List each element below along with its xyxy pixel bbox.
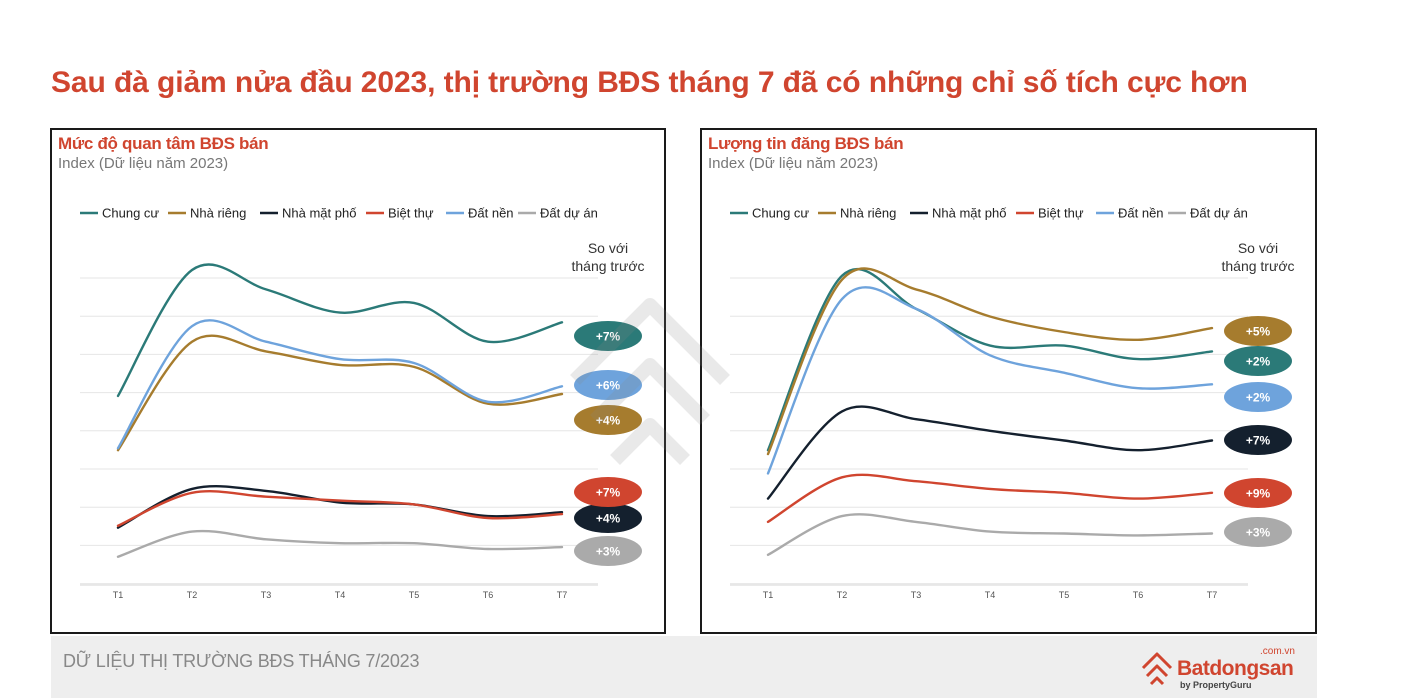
series-line-nha-rieng	[766, 267, 1214, 456]
gridlines	[80, 277, 598, 585]
chart-listings-svg: T1 T2 T3 T4 T5 T6 T7 Chung cư Nhà riêng Nhà mặt p…	[730, 206, 1295, 600]
x-tick-label: T1	[113, 590, 124, 600]
change-label-nha-rieng: +5%	[1246, 325, 1271, 339]
comparison-label: tháng trước	[1221, 258, 1294, 274]
change-badge-nha-mat-pho	[574, 503, 642, 533]
series-line-biet-thu	[116, 490, 564, 527]
x-tick-label: T4	[335, 590, 346, 600]
change-badge-nha-rieng	[574, 405, 642, 435]
x-tick-label: T1	[763, 590, 774, 600]
change-label-chung-cu: +2%	[1246, 355, 1271, 369]
legend-label-dat-nen: Đất nền	[1118, 206, 1164, 221]
chart-title: Mức độ quan tâm BĐS bán	[58, 134, 269, 153]
footer-text: DỮ LIỆU THỊ TRƯỜNG BĐS THÁNG 7/2023	[63, 651, 420, 671]
x-tick-label: T5	[1059, 590, 1070, 600]
legend-label-chung-cu: Chung cư	[102, 206, 159, 221]
x-tick-label: T6	[483, 590, 494, 600]
series-line-dat-du-an	[116, 529, 564, 558]
logo-domain: .com.vn	[1259, 646, 1295, 657]
change-badge-chung-cu	[1224, 346, 1292, 376]
series-line-dat-nen	[116, 319, 564, 450]
series-line-nha-mat-pho	[766, 405, 1214, 500]
x-tick-label: T7	[557, 590, 568, 600]
change-label-chung-cu: +7%	[596, 330, 621, 344]
change-label-nha-mat-pho: +7%	[1246, 434, 1271, 448]
page-title: Sau đà giảm nửa đầu 2023, thị trường BĐS…	[51, 66, 1248, 99]
x-tick-label: T6	[1133, 590, 1144, 600]
series-line-chung-cu	[116, 263, 564, 398]
comparison-label: So với	[588, 240, 628, 256]
change-badge-dat-nen	[1224, 382, 1292, 412]
legend-label-biet-thu: Biệt thự	[388, 206, 434, 221]
legend-label-chung-cu: Chung cư	[752, 206, 809, 221]
change-label-nha-rieng: +4%	[596, 414, 621, 428]
legend-label-nha-mat-pho: Nhà mặt phố	[932, 206, 1006, 221]
x-tick-label: T3	[261, 590, 272, 600]
legend-label-nha-rieng: Nhà riêng	[190, 206, 246, 221]
legend-label-dat-du-an: Đất dự án	[1190, 206, 1248, 221]
chart-subtitle: Index (Dữ liệu năm 2023)	[708, 155, 879, 172]
x-tick-label: T3	[911, 590, 922, 600]
x-tick-label: T5	[409, 590, 420, 600]
chart-panel-listings: Lượng tin đăng BĐS bán Index (Dữ liệu nă…	[700, 128, 1317, 634]
x-tick-label: T4	[985, 590, 996, 600]
change-label-biet-thu: +9%	[1246, 487, 1271, 501]
change-badge-biet-thu	[574, 477, 642, 507]
change-label-dat-du-an: +3%	[596, 545, 621, 559]
legend-label-biet-thu: Biệt thự	[1038, 206, 1084, 221]
change-badge-nha-rieng	[1224, 316, 1292, 346]
logo-name: Batdongsan	[1177, 657, 1294, 680]
legend-label-nha-mat-pho: Nhà mặt phố	[282, 206, 356, 221]
chart-panel-interest: Mức độ quan tâm BĐS bán Index (Dữ liệu n…	[50, 128, 666, 634]
change-badge-dat-du-an	[1224, 517, 1292, 547]
change-badge-biet-thu	[1224, 478, 1292, 508]
x-tick-label: T2	[187, 590, 198, 600]
watermark-logo-icon	[570, 298, 730, 465]
series-line-dat-du-an	[766, 513, 1214, 557]
change-badge-chung-cu	[574, 321, 642, 351]
series-line-biet-thu	[766, 473, 1214, 524]
chart-interest-svg: T1 T2 T3 T4 T5 T6 T7 Chung cư Nhà riêng Nhà mặt p…	[80, 206, 645, 600]
change-badge-dat-nen	[574, 370, 642, 400]
logo-by: by PropertyGuru	[1180, 680, 1252, 690]
brand-logo: .com.vn Batdongsan by PropertyGuru	[1139, 644, 1299, 690]
chart-subtitle: Index (Dữ liệu năm 2023)	[58, 155, 229, 172]
comparison-label: So với	[1238, 240, 1278, 256]
legend-label-dat-nen: Đất nền	[468, 206, 514, 221]
change-label-biet-thu: +7%	[596, 486, 621, 500]
logo-house-icon	[1141, 652, 1173, 686]
series-line-dat-nen	[766, 286, 1214, 475]
change-label-nha-mat-pho: +4%	[596, 512, 621, 526]
change-label-dat-nen: +2%	[1246, 391, 1271, 405]
change-label-dat-du-an: +3%	[1246, 526, 1271, 540]
x-tick-label: T2	[837, 590, 848, 600]
series-line-chung-cu	[766, 267, 1214, 452]
change-badge-dat-du-an	[574, 536, 642, 566]
change-label-dat-nen: +6%	[596, 379, 621, 393]
legend-label-dat-du-an: Đất dự án	[540, 206, 598, 221]
x-tick-label: T7	[1207, 590, 1218, 600]
legend-label-nha-rieng: Nhà riêng	[840, 206, 896, 221]
footer-bar: DỮ LIỆU THỊ TRƯỜNG BĐS THÁNG 7/2023 .com…	[51, 636, 1317, 698]
comparison-label: tháng trước	[571, 258, 644, 274]
change-badge-nha-mat-pho	[1224, 425, 1292, 455]
chart-title: Lượng tin đăng BĐS bán	[708, 134, 904, 153]
